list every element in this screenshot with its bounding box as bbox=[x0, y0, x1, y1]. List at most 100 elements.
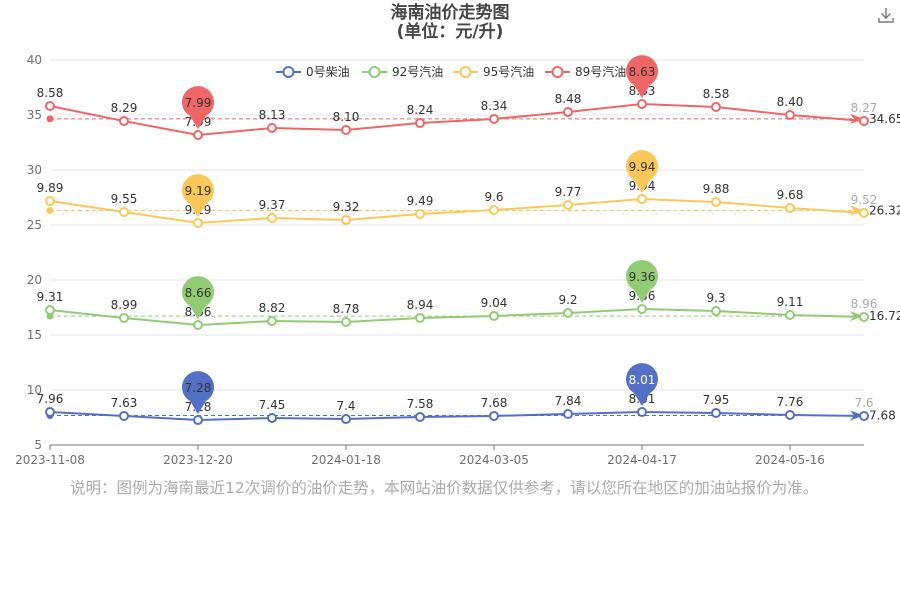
data-point bbox=[415, 411, 425, 422]
data-point bbox=[711, 306, 721, 317]
data-label: 9.31 bbox=[37, 290, 64, 304]
data-label: 9.49 bbox=[407, 194, 434, 208]
average-line-start bbox=[46, 115, 54, 123]
data-label: 8.48 bbox=[555, 92, 582, 106]
data-label: 9.11 bbox=[777, 295, 804, 309]
data-label: 8.34 bbox=[481, 99, 508, 113]
data-label: 8.13 bbox=[259, 108, 286, 122]
data-point bbox=[415, 118, 425, 129]
title-text: 海南油价走势图 bbox=[390, 3, 510, 23]
data-label: 8.10 bbox=[333, 110, 360, 124]
mark-point-label: 9.36 bbox=[629, 270, 656, 284]
x-tick-label: 2024-03-05 bbox=[459, 453, 529, 467]
average-label: 26.32 bbox=[869, 203, 900, 217]
y-tick-label: 20 bbox=[27, 273, 42, 287]
y-tick-label: 25 bbox=[27, 218, 42, 232]
footnote: 说明：图例为海南最近12次调价的油价走势，本网站油价数据仅供参考，请以您所在地区… bbox=[70, 479, 819, 497]
data-point bbox=[267, 413, 277, 424]
mark-point-label: 7.99 bbox=[185, 96, 212, 110]
y-tick-label: 10 bbox=[27, 383, 42, 397]
average-label: 16.72 bbox=[869, 309, 900, 323]
data-point bbox=[193, 130, 203, 141]
data-label: 9.32 bbox=[333, 200, 360, 214]
data-point bbox=[341, 215, 351, 226]
data-label: 8.40 bbox=[777, 95, 804, 109]
data-point bbox=[859, 311, 869, 322]
mark-point-pin bbox=[181, 276, 214, 319]
mark-point-pin bbox=[625, 363, 658, 406]
data-label: 9.89 bbox=[37, 181, 64, 195]
data-point bbox=[859, 410, 869, 421]
data-point bbox=[193, 415, 203, 426]
data-point bbox=[193, 218, 203, 229]
data-point bbox=[341, 317, 351, 328]
mark-point-pin bbox=[626, 150, 658, 194]
mark-point-pin bbox=[181, 371, 214, 415]
data-point bbox=[785, 409, 795, 420]
data-point bbox=[563, 199, 573, 210]
download-icon[interactable] bbox=[877, 6, 895, 24]
data-point bbox=[267, 122, 277, 133]
data-point bbox=[637, 99, 647, 109]
legend-marker bbox=[459, 66, 472, 78]
average-line-arrow bbox=[850, 113, 864, 124]
series-line bbox=[49, 410, 865, 422]
data-point bbox=[563, 308, 573, 318]
data-point bbox=[711, 101, 721, 112]
data-label: 8.24 bbox=[407, 103, 434, 117]
data-label: 7.68 bbox=[481, 396, 508, 410]
x-tick-label: 2023-12-20 bbox=[163, 453, 233, 467]
data-label: 9.88 bbox=[703, 182, 730, 196]
mark-point-pin bbox=[626, 55, 658, 98]
data-label: 7.76 bbox=[777, 395, 804, 409]
data-point bbox=[119, 116, 129, 127]
data-point bbox=[637, 304, 647, 315]
data-label: 7.96 bbox=[37, 392, 64, 406]
data-point bbox=[785, 309, 795, 320]
data-label: 9.2 bbox=[558, 293, 577, 307]
data-point bbox=[637, 194, 647, 205]
mark-point-pin bbox=[182, 86, 215, 130]
y-tick-label: 40 bbox=[27, 53, 42, 67]
data-label: 8.58 bbox=[703, 87, 730, 101]
mark-point-pin bbox=[625, 260, 658, 304]
data-point bbox=[785, 110, 795, 120]
data-point bbox=[489, 113, 499, 124]
data-label: 8.27 bbox=[851, 101, 878, 115]
data-point bbox=[489, 410, 499, 421]
chart-title: 海南油价走势图 (单位：元/升) bbox=[0, 4, 900, 42]
data-point bbox=[711, 197, 721, 208]
legend-marker bbox=[368, 66, 381, 78]
data-label: 7.95 bbox=[703, 393, 730, 407]
y-tick-label: 35 bbox=[27, 108, 42, 122]
average-line-start bbox=[46, 206, 54, 214]
data-label: 8.99 bbox=[111, 298, 138, 312]
data-label: 9.77 bbox=[555, 185, 582, 199]
y-tick-label: 30 bbox=[27, 163, 42, 177]
data-point bbox=[341, 124, 351, 135]
data-point bbox=[415, 312, 425, 323]
data-point bbox=[267, 212, 277, 223]
mark-point-label: 8.66 bbox=[185, 286, 212, 300]
data-point bbox=[859, 208, 869, 219]
subtitle-text: (单位：元/升) bbox=[396, 22, 504, 42]
average-label: 7.68 bbox=[869, 409, 896, 423]
data-point bbox=[45, 100, 55, 111]
data-point bbox=[119, 207, 129, 218]
data-label: 8.78 bbox=[333, 302, 360, 316]
data-label: 7.6 bbox=[854, 396, 873, 410]
data-point bbox=[711, 407, 721, 418]
mark-point-label: 7.28 bbox=[185, 381, 212, 395]
mark-point-label: 9.94 bbox=[629, 160, 656, 174]
data-point bbox=[489, 205, 499, 216]
legend-label: 95号汽油 bbox=[483, 64, 534, 79]
data-point bbox=[119, 312, 129, 323]
data-point bbox=[563, 107, 573, 118]
data-label: 9.04 bbox=[481, 296, 508, 310]
data-point bbox=[193, 319, 203, 330]
y-tick-label: 15 bbox=[27, 328, 42, 342]
x-tick-label: 2024-01-18 bbox=[311, 453, 381, 467]
average-label: 34.65 bbox=[869, 112, 900, 126]
data-point bbox=[45, 196, 55, 207]
